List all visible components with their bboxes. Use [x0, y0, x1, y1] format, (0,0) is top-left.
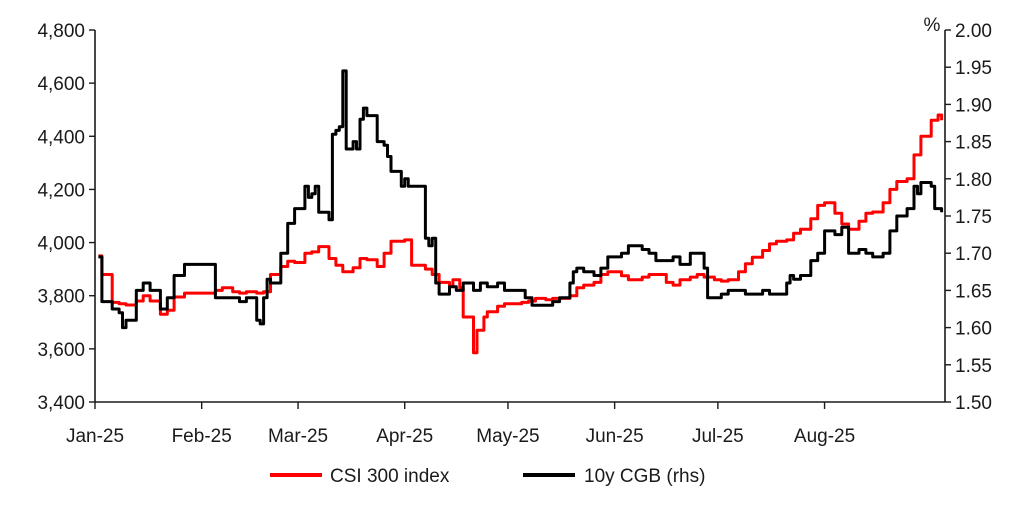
x-tick-label: Mar-25	[268, 426, 328, 447]
left-tick-label: 4,000	[37, 234, 85, 255]
right-tick-label: 1.85	[955, 133, 992, 154]
series-line-10y-cgb	[98, 69, 944, 330]
x-tick-label: Apr-25	[376, 426, 433, 447]
x-tick-label: May-25	[476, 426, 539, 447]
left-tick-label: 4,400	[37, 127, 85, 148]
right-tick-label: 1.95	[955, 58, 992, 79]
left-tick-label: 3,600	[37, 340, 85, 361]
right-axis-unit-label: %	[924, 15, 941, 36]
right-tick-label: 1.55	[955, 356, 992, 377]
x-tick-label: Jan-25	[66, 426, 124, 447]
left-tick-label: 3,800	[37, 287, 85, 308]
left-tick-label: 4,600	[37, 74, 85, 95]
right-tick-label: 1.75	[955, 207, 992, 228]
series-layer	[98, 69, 944, 355]
legend-label-csi-300: CSI 300 index	[330, 466, 450, 487]
left-tick-label: 4,800	[37, 21, 85, 42]
x-tick-label: Feb-25	[172, 426, 232, 447]
right-tick-label: 1.50	[955, 393, 992, 414]
legend: CSI 300 index 10y CGB (rhs)	[270, 466, 705, 487]
right-tick-label: 1.80	[955, 170, 992, 191]
right-tick-label: 1.60	[955, 319, 992, 340]
right-tick-label: 2.00	[955, 21, 992, 42]
right-tick-label: 1.90	[955, 95, 992, 116]
right-tick-label: 1.65	[955, 281, 992, 302]
x-tick-label: Aug-25	[794, 426, 855, 447]
x-tick-label: Jun-25	[586, 426, 644, 447]
x-tick-label: Jul-25	[692, 426, 744, 447]
tick-labels: 3,400 3,600 3,800 4,000 4,200 4,400 4,600 4,800…	[37, 21, 992, 447]
left-tick-label: 4,200	[37, 180, 85, 201]
left-tick-label: 3,400	[37, 393, 85, 414]
right-tick-label: 1.70	[955, 244, 992, 265]
legend-label-10y-cgb: 10y CGB (rhs)	[584, 466, 705, 487]
axes	[89, 29, 951, 409]
series-line-csi-300	[98, 113, 944, 355]
